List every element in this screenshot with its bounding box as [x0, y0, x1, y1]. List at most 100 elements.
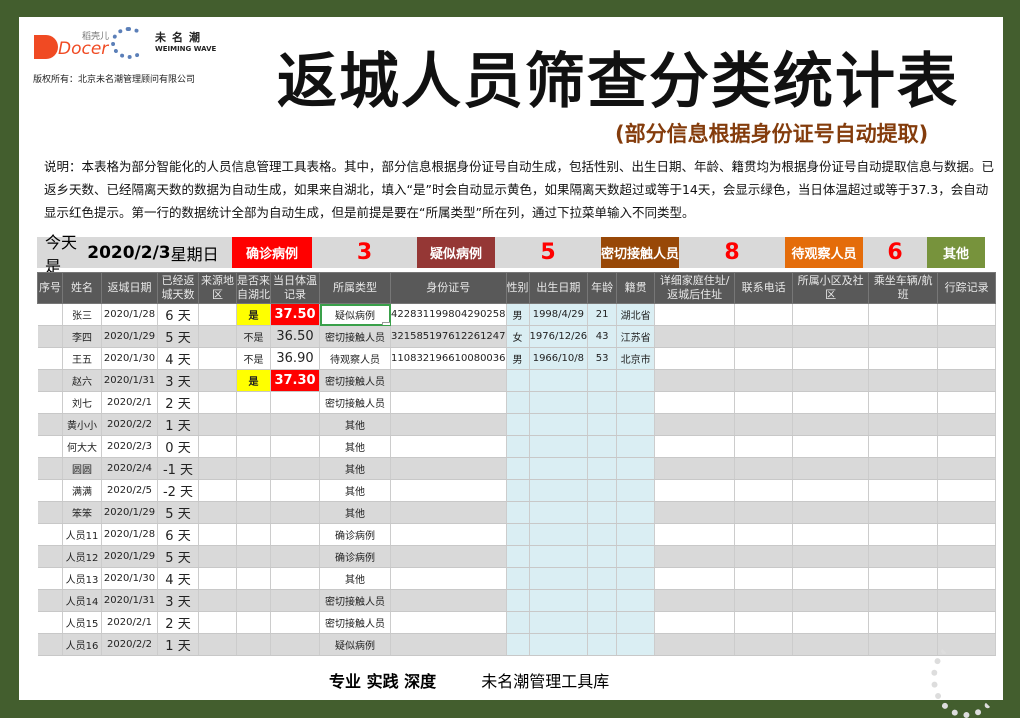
cell-empty[interactable]	[37, 501, 63, 524]
cell-temp[interactable]: 37.30	[270, 369, 320, 392]
cell-temp[interactable]	[270, 523, 320, 546]
column-header[interactable]: 性别	[505, 272, 530, 304]
cell-age[interactable]	[587, 435, 618, 458]
cell-empty[interactable]	[37, 435, 63, 458]
cell-name[interactable]: 何大大	[62, 435, 102, 458]
cell-date[interactable]: 2020/1/30	[101, 567, 158, 590]
cell-birth[interactable]	[529, 501, 589, 524]
cell-type[interactable]: 确诊病例	[319, 523, 391, 546]
cell-empty[interactable]	[734, 611, 794, 634]
cell-type[interactable]: 密切接触人员	[319, 325, 391, 348]
cell-id[interactable]	[390, 523, 507, 546]
cell-empty[interactable]	[734, 457, 794, 480]
cell-empty[interactable]	[937, 435, 997, 458]
cell-empty[interactable]	[37, 369, 63, 392]
cell-sex[interactable]	[506, 523, 530, 546]
cell-age[interactable]	[587, 391, 618, 414]
cell-empty[interactable]	[868, 479, 939, 502]
cell-empty[interactable]	[37, 633, 63, 656]
cell-empty[interactable]	[198, 589, 237, 612]
cell-date[interactable]: 2020/2/5	[101, 479, 158, 502]
cell-age[interactable]	[587, 545, 618, 568]
cell-empty[interactable]	[868, 391, 939, 414]
cell-empty[interactable]	[198, 633, 237, 656]
cell-name[interactable]: 李四	[62, 325, 102, 348]
cell-empty[interactable]	[868, 303, 939, 326]
cell-sex[interactable]	[506, 567, 530, 590]
cell-hubei[interactable]: 不是	[236, 347, 271, 370]
cell-empty[interactable]	[654, 391, 736, 414]
cell-name[interactable]: 人员14	[62, 589, 102, 612]
cell-name[interactable]: 赵六	[62, 369, 102, 392]
cell-origin[interactable]	[616, 391, 656, 414]
cell-age[interactable]: 53	[587, 347, 618, 370]
cell-origin[interactable]	[616, 545, 656, 568]
cell-name[interactable]: 人员13	[62, 567, 102, 590]
cell-empty[interactable]	[734, 369, 794, 392]
cell-hubei[interactable]	[236, 633, 271, 656]
cell-empty[interactable]	[198, 413, 237, 436]
cell-sex[interactable]	[506, 457, 530, 480]
cell-date[interactable]: 2020/1/28	[101, 523, 158, 546]
cell-empty[interactable]	[654, 303, 736, 326]
cell-id[interactable]	[390, 479, 507, 502]
cell-type[interactable]: 确诊病例	[319, 545, 391, 568]
cell-empty[interactable]	[654, 589, 736, 612]
cell-empty[interactable]	[198, 567, 237, 590]
cell-days[interactable]: 5 天	[157, 545, 199, 568]
cell-birth[interactable]	[529, 567, 589, 590]
cell-name[interactable]: 人员11	[62, 523, 102, 546]
cell-empty[interactable]	[937, 413, 997, 436]
cell-empty[interactable]	[937, 523, 997, 546]
cell-empty[interactable]	[734, 303, 794, 326]
cell-empty[interactable]	[37, 325, 63, 348]
cell-origin[interactable]	[616, 523, 656, 546]
cell-empty[interactable]	[792, 457, 870, 480]
cell-name[interactable]: 王五	[62, 347, 102, 370]
cell-birth[interactable]	[529, 545, 589, 568]
cell-sex[interactable]: 男	[506, 347, 530, 370]
cell-id[interactable]	[390, 435, 507, 458]
cell-days[interactable]: 2 天	[157, 611, 199, 634]
cell-id[interactable]	[390, 457, 507, 480]
cell-empty[interactable]	[37, 457, 63, 480]
cell-id[interactable]	[390, 501, 507, 524]
cell-hubei[interactable]	[236, 413, 271, 436]
cell-days[interactable]: 5 天	[157, 325, 199, 348]
cell-empty[interactable]	[937, 589, 997, 612]
cell-type[interactable]: 其他	[319, 501, 391, 524]
column-header[interactable]: 出生日期	[528, 272, 589, 304]
cell-type[interactable]: 其他	[319, 567, 391, 590]
cell-empty[interactable]	[37, 545, 63, 568]
cell-empty[interactable]	[654, 325, 736, 348]
column-header[interactable]: 行踪记录	[937, 272, 997, 304]
cell-sex[interactable]	[506, 589, 530, 612]
cell-type[interactable]: 密切接触人员	[319, 391, 391, 414]
column-header[interactable]: 所属类型	[319, 272, 391, 304]
cell-empty[interactable]	[734, 567, 794, 590]
cell-hubei[interactable]	[236, 567, 271, 590]
cell-age[interactable]	[587, 369, 618, 392]
cell-date[interactable]: 2020/2/3	[101, 435, 158, 458]
cell-empty[interactable]	[937, 325, 997, 348]
cell-days[interactable]: 3 天	[157, 589, 199, 612]
cell-empty[interactable]	[37, 303, 63, 326]
cell-empty[interactable]	[792, 589, 870, 612]
cell-origin[interactable]	[616, 611, 656, 634]
cell-name[interactable]: 笨笨	[62, 501, 102, 524]
column-header[interactable]: 联系电话	[734, 272, 794, 304]
cell-temp[interactable]	[270, 457, 320, 480]
cell-hubei[interactable]	[236, 479, 271, 502]
dropdown-arrow-icon[interactable]: ▾	[382, 322, 390, 325]
cell-sex[interactable]: 男	[506, 303, 530, 326]
cell-empty[interactable]	[198, 391, 237, 414]
cell-empty[interactable]	[654, 633, 736, 656]
cell-sex[interactable]	[506, 501, 530, 524]
cell-origin[interactable]	[616, 589, 656, 612]
cell-origin[interactable]	[616, 435, 656, 458]
cell-age[interactable]	[587, 523, 618, 546]
cell-id[interactable]: 321585197612261247	[390, 325, 507, 348]
cell-empty[interactable]	[792, 391, 870, 414]
cell-birth[interactable]	[529, 369, 589, 392]
cell-age[interactable]	[587, 479, 618, 502]
